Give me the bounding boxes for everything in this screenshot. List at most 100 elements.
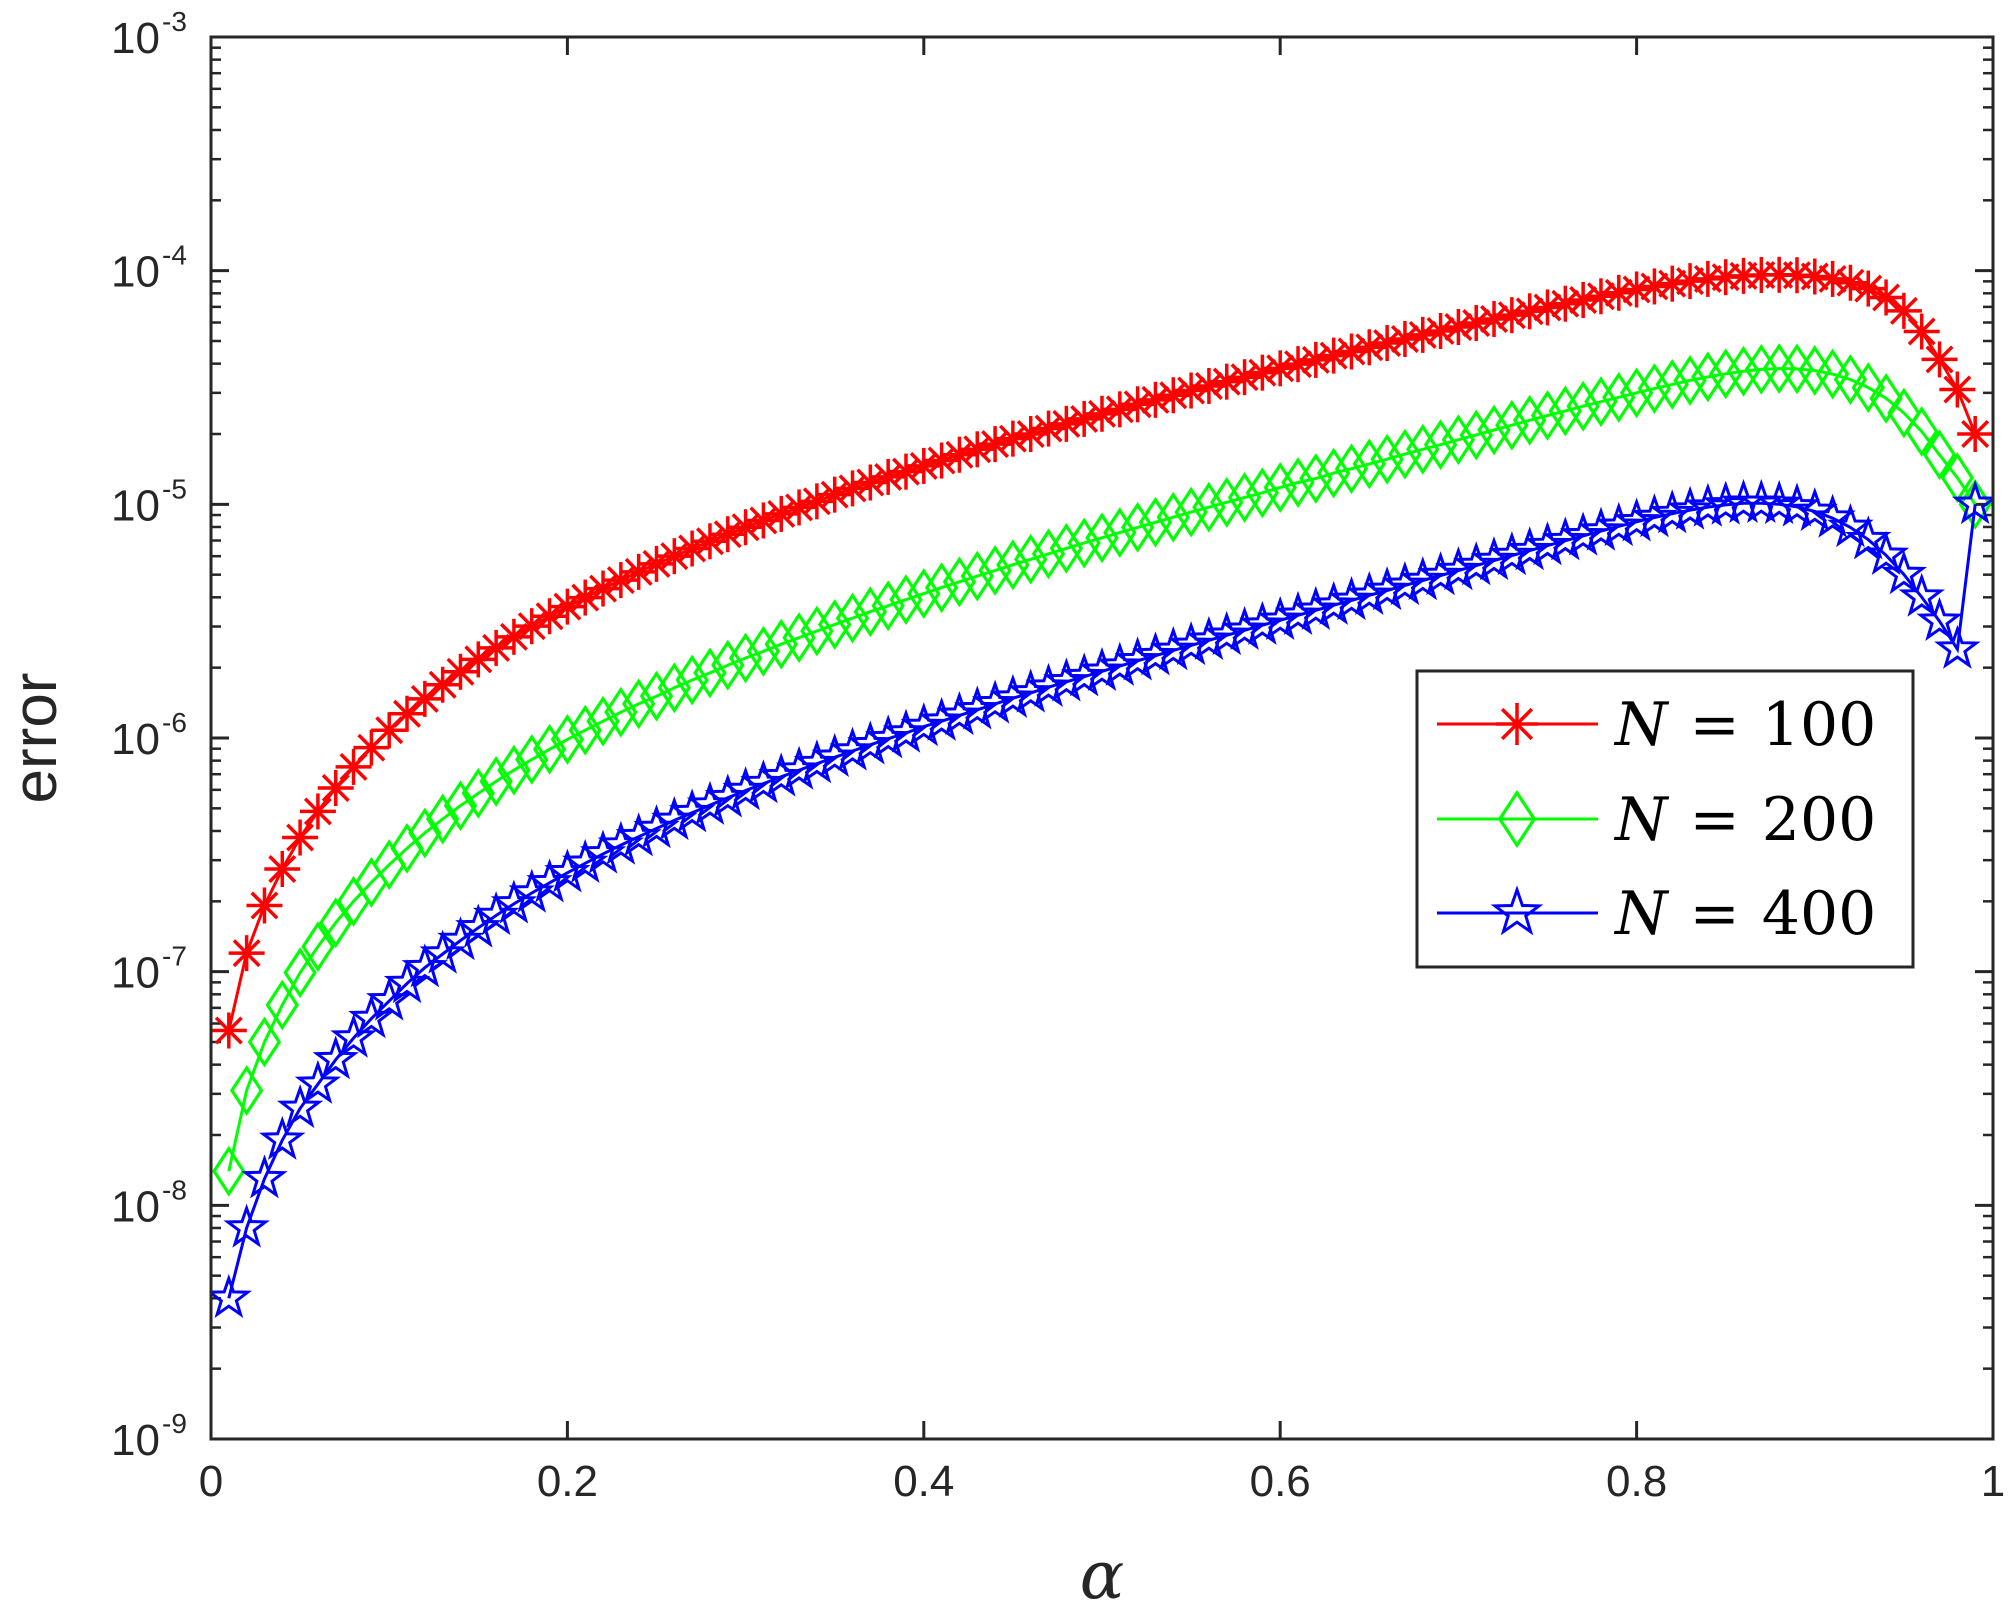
asterisk-stroke (1390, 325, 1419, 353)
data-point (1477, 404, 1511, 456)
asterisk-stroke (1586, 282, 1615, 311)
data-point (1880, 550, 1928, 595)
y-tick-label: 10 -8 (111, 1174, 187, 1231)
legend-op: = (1690, 690, 1740, 760)
asterisk-stroke (1872, 283, 1901, 312)
data-point (1851, 362, 1885, 413)
data-point (1631, 493, 1678, 538)
data-point (1370, 433, 1404, 485)
data-point (562, 838, 609, 884)
y-tick-base: 10 (111, 248, 160, 297)
series-diamond (212, 343, 1992, 1197)
asterisk-stroke (268, 855, 297, 883)
data-point (615, 812, 662, 857)
ticks-layer (209, 35, 1995, 1441)
legend-num: 100 (1762, 690, 1877, 760)
data-point (905, 447, 942, 484)
data-point (1435, 546, 1482, 591)
data-point (900, 702, 947, 747)
x-axis-title: α (1080, 1537, 1125, 1609)
asterisk-stroke (1836, 268, 1865, 297)
data-point (455, 903, 502, 948)
data-point (1352, 438, 1386, 490)
asterisk-stroke (909, 451, 938, 480)
data-point (585, 570, 622, 607)
asterisk-stroke (802, 487, 831, 516)
data-point (1422, 312, 1459, 349)
data-point (1210, 476, 1244, 528)
data-point (936, 691, 983, 736)
data-point (746, 625, 781, 677)
data-point (989, 673, 1037, 718)
data-point (283, 947, 317, 999)
asterisk-stroke (927, 446, 956, 475)
asterisk-stroke (1159, 381, 1188, 410)
data-point (401, 943, 449, 988)
data-point (651, 796, 698, 841)
data-point (639, 670, 674, 722)
asterisk-stroke (856, 468, 885, 497)
data-point (711, 639, 745, 691)
data-point (693, 647, 727, 699)
data-point (1203, 610, 1250, 656)
y-tick-exponent: -6 (162, 707, 187, 738)
data-point (301, 921, 335, 973)
asterisk-stroke (1462, 309, 1491, 337)
asterisk-stroke (232, 939, 261, 968)
x-tick-label: 0 (199, 1457, 223, 1506)
asterisk-stroke (1266, 354, 1295, 383)
data-point (472, 891, 520, 936)
y-tick-label: 10 -4 (111, 240, 187, 297)
series-asterisk (211, 256, 1993, 1049)
asterisk-stroke (1622, 275, 1651, 304)
data-point (1030, 410, 1067, 447)
data-point (1156, 491, 1190, 543)
data-point (1869, 372, 1903, 424)
data-point (1524, 521, 1571, 566)
asterisk-stroke (482, 633, 511, 662)
data-point (675, 654, 709, 706)
y-axis-title: error (1, 673, 70, 804)
data-point (1649, 489, 1696, 534)
data-point (1132, 631, 1179, 676)
asterisk-stroke (1640, 272, 1669, 301)
data-point (1226, 359, 1263, 396)
asterisk-stroke (428, 670, 457, 699)
asterisk-stroke (1088, 399, 1116, 428)
asterisk-stroke (1480, 305, 1509, 333)
asterisk-stroke (1961, 420, 1990, 448)
x-tick-label: 0.8 (1606, 1457, 1667, 1506)
data-point (1299, 453, 1333, 504)
data-point (740, 759, 787, 804)
asterisk-stroke (1034, 414, 1063, 443)
asterisk-stroke (464, 645, 493, 674)
asterisk-stroke (1016, 420, 1045, 448)
data-point (971, 679, 1019, 724)
data-point (1542, 516, 1589, 561)
data-point (1916, 596, 1963, 642)
data-point (1600, 274, 1637, 311)
data-point (495, 618, 532, 655)
data-point (1506, 526, 1553, 571)
data-point (259, 1115, 306, 1160)
asterisk-stroke (1194, 372, 1223, 400)
asterisk-stroke (874, 462, 903, 491)
data-point (1602, 371, 1636, 423)
data-point (1014, 533, 1048, 585)
data-point (1031, 528, 1066, 580)
data-point (265, 979, 299, 1031)
y-tick-base: 10 (111, 949, 160, 998)
data-point (1957, 415, 1993, 452)
data-point (526, 858, 573, 903)
data-point (1334, 443, 1369, 495)
data-point (800, 605, 834, 657)
data-point (1672, 263, 1709, 300)
data-point (597, 820, 645, 865)
data-point (312, 1035, 359, 1080)
data-point (1227, 472, 1262, 523)
data-point (1666, 485, 1714, 530)
data-point (978, 545, 1012, 596)
asterisk-stroke (785, 493, 814, 522)
data-point (1417, 551, 1464, 596)
data-point (1637, 363, 1672, 414)
